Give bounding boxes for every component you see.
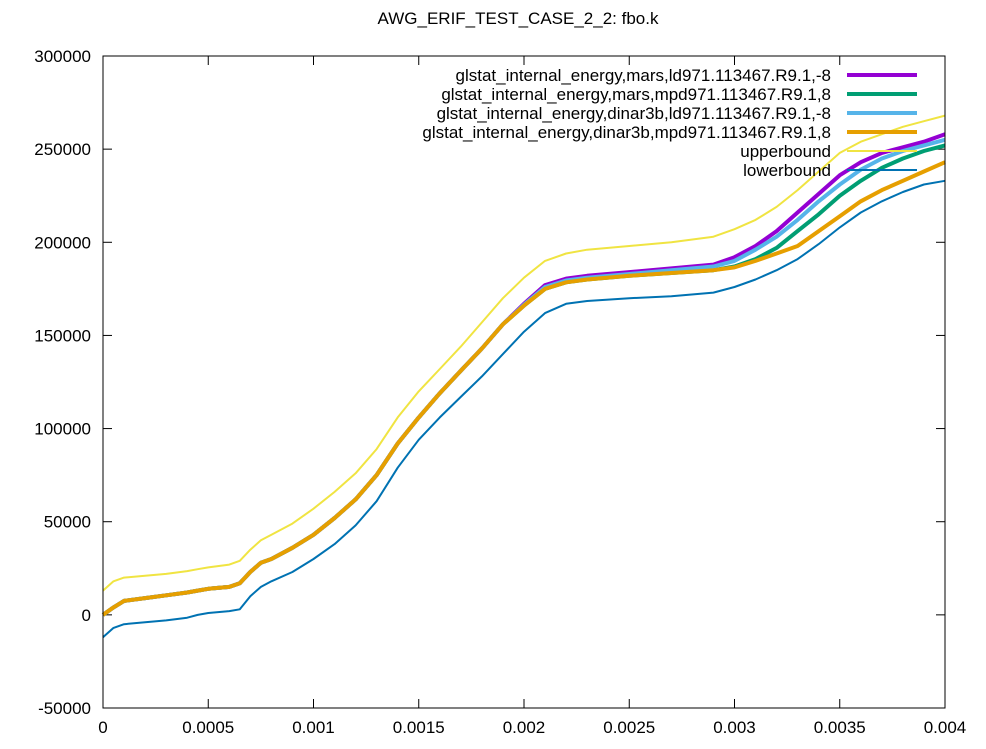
- x-tick-label: 0.001: [292, 718, 335, 737]
- series-line-2: [101, 143, 946, 617]
- x-tick-label: 0.0015: [393, 718, 445, 737]
- x-tick-label: 0: [98, 718, 107, 737]
- x-tick-label: 0.0025: [603, 718, 655, 737]
- chart-title: AWG_ERIF_TEST_CASE_2_2: fbo.k: [378, 9, 659, 28]
- y-tick-label: 200000: [34, 233, 91, 252]
- y-tick-label: 250000: [34, 140, 91, 159]
- series-line-4: [101, 160, 946, 617]
- y-tick-label: 100000: [34, 420, 91, 439]
- y-tick-label: 150000: [34, 326, 91, 345]
- series-lines: [101, 114, 946, 638]
- x-tick-label: 0.0035: [814, 718, 866, 737]
- axis-ticks: 0 0.0005 0.001 0.0015 0.002 0.0025 0.003 0.0035…: [34, 47, 966, 737]
- series-line-6: [102, 179, 946, 638]
- series-line-1: [101, 132, 946, 617]
- legend: glstat_internal_energy,mars,ld971.113467…: [422, 66, 917, 180]
- legend-label: glstat_internal_energy,dinar3b,ld971.113…: [437, 104, 831, 123]
- legend-label: glstat_internal_energy,mars,mpd971.11346…: [441, 85, 831, 104]
- y-tick-label: 50000: [44, 513, 91, 532]
- series-line-5: [102, 114, 946, 592]
- legend-label: lowerbound: [743, 161, 831, 180]
- series-line-3: [101, 137, 946, 617]
- legend-label: upperbound: [740, 142, 831, 161]
- legend-label: glstat_internal_energy,dinar3b,mpd971.11…: [422, 123, 831, 142]
- y-tick-label: -50000: [38, 699, 91, 718]
- y-tick-label: 300000: [34, 47, 91, 66]
- y-tick-label: 0: [82, 606, 91, 625]
- x-tick-label: 0.0005: [182, 718, 234, 737]
- legend-label: glstat_internal_energy,mars,ld971.113467…: [456, 66, 832, 85]
- plot-frame: [102, 55, 946, 709]
- x-tick-label: 0.004: [924, 718, 967, 737]
- x-tick-label: 0.003: [713, 718, 756, 737]
- x-tick-label: 0.002: [503, 718, 546, 737]
